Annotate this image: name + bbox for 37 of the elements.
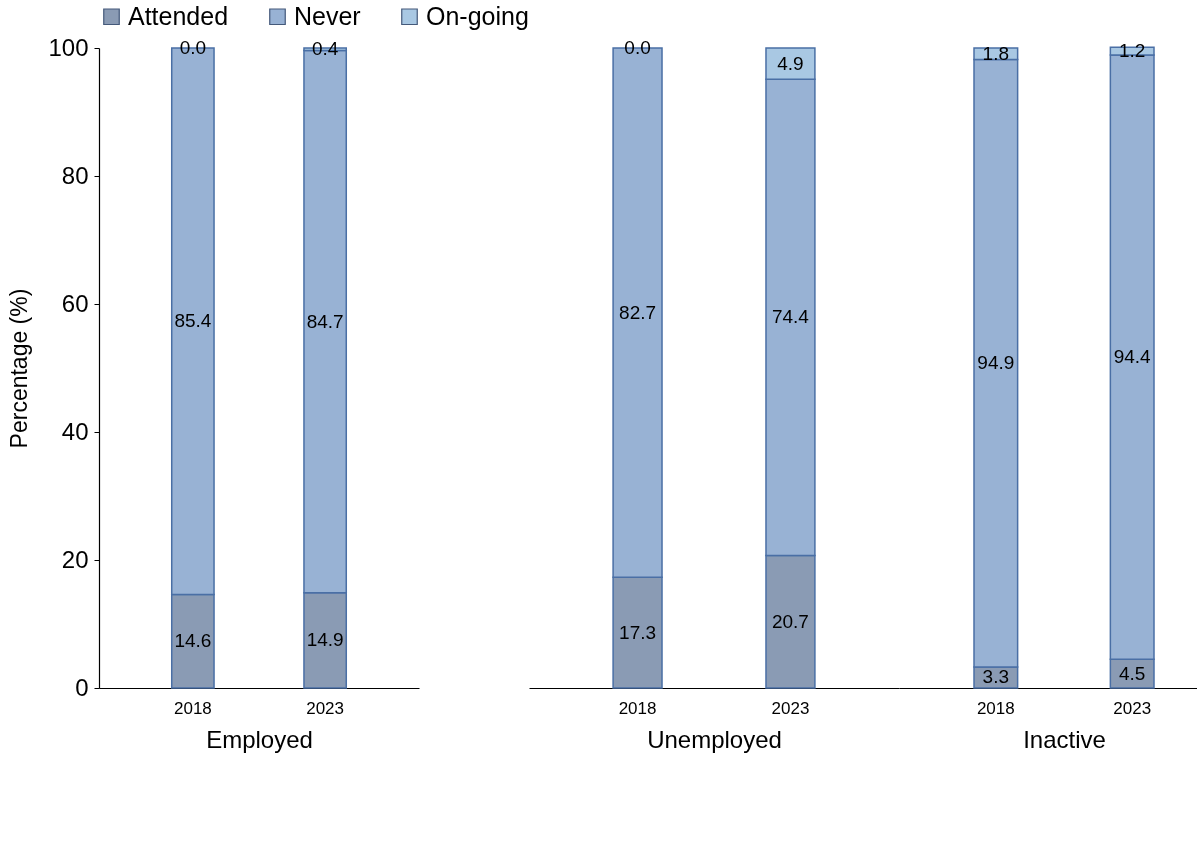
data-label: 20.7 — [771, 610, 809, 632]
legend-label: Never — [294, 1, 361, 30]
data-label: 14.6 — [174, 630, 212, 652]
x-tick-label: 2018 — [618, 698, 657, 718]
data-label: 3.3 — [982, 666, 1010, 688]
y-tick-label: 0 — [75, 673, 89, 701]
data-label: 94.4 — [1113, 346, 1152, 368]
x-tick-label: 2018 — [976, 698, 1015, 718]
data-label: 84.7 — [306, 310, 344, 332]
y-axis-title: Percentage (%) — [6, 288, 33, 449]
legend-label: On-going — [426, 1, 529, 30]
data-label: 4.9 — [777, 52, 804, 74]
data-label: 85.4 — [174, 310, 212, 332]
x-axis-title: Inactive — [1023, 725, 1106, 753]
data-label: 0.0 — [179, 37, 207, 58]
x-tick-label: 2023 — [1113, 698, 1152, 718]
x-tick-label: 2023 — [771, 698, 810, 718]
data-label: 0.0 — [624, 37, 651, 58]
data-label: 74.4 — [771, 306, 810, 328]
y-tick-label: 100 — [48, 33, 89, 61]
legend-label: Attended — [128, 1, 229, 30]
y-tick-label: 20 — [61, 545, 89, 573]
x-tick-label: 2023 — [306, 698, 345, 718]
y-tick-label: 40 — [61, 417, 89, 445]
data-label: 1.8 — [982, 42, 1010, 64]
x-tick-label: 2018 — [173, 698, 212, 718]
data-label: 14.9 — [306, 629, 344, 651]
data-label: 82.7 — [619, 301, 657, 323]
y-tick-label: 60 — [61, 289, 89, 317]
data-label: 17.3 — [619, 621, 657, 643]
data-label: 1.2 — [1118, 40, 1146, 62]
x-axis-title: Unemployed — [647, 725, 782, 753]
data-label: 94.9 — [977, 352, 1015, 374]
y-tick-label: 80 — [61, 161, 89, 189]
x-axis-title: Employed — [206, 725, 313, 753]
data-label: 0.4 — [311, 38, 339, 60]
data-label: 4.5 — [1118, 662, 1146, 684]
